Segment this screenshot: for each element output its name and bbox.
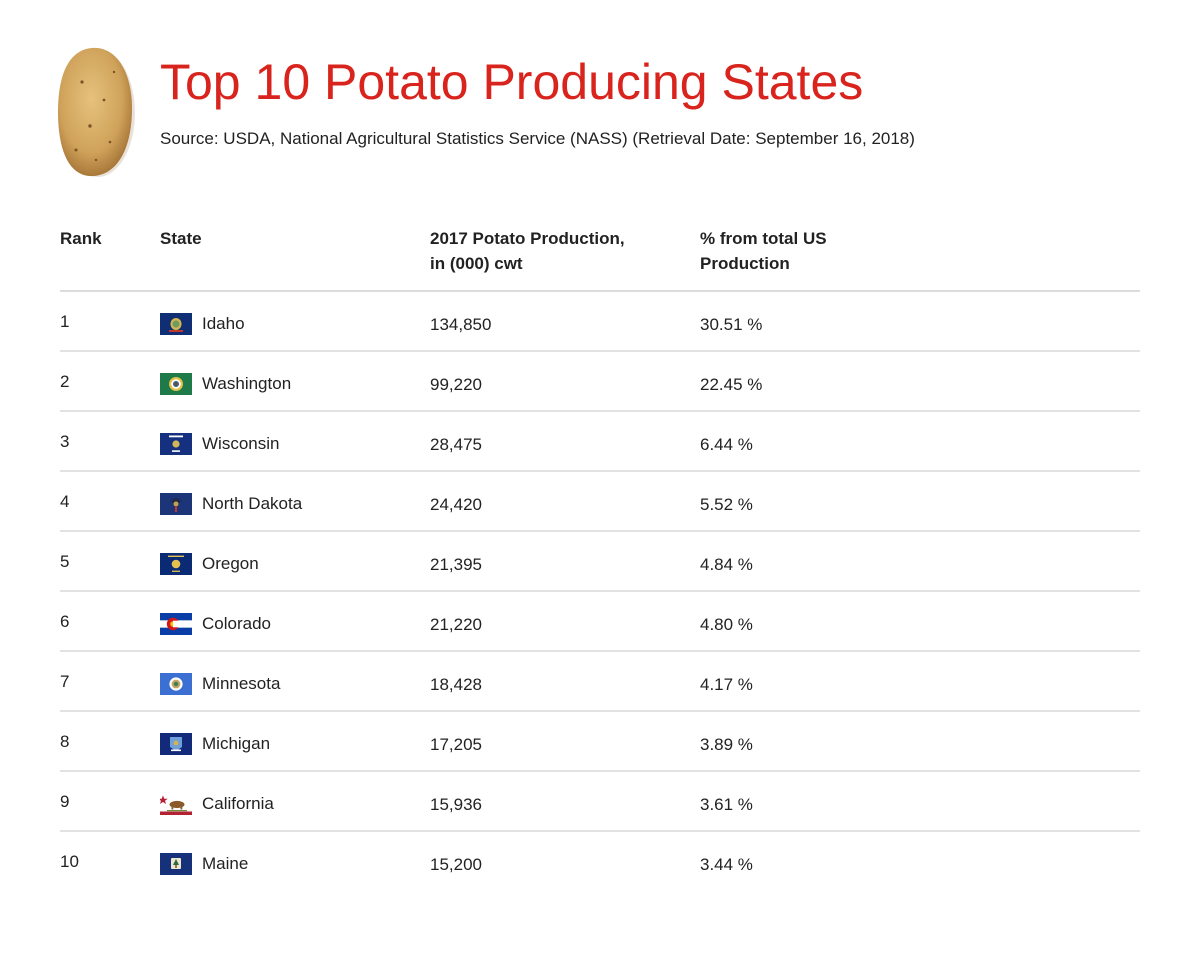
page-title: Top 10 Potato Producing States	[160, 54, 864, 110]
state-name: Oregon	[202, 554, 259, 573]
table-row: 2 Washington 99,220 22.45 %	[60, 352, 1140, 412]
percent-cell: 22.45 %	[700, 375, 763, 394]
state-cell: North Dakota	[160, 493, 302, 515]
column-header-percent: % from total US Production	[700, 229, 827, 273]
table-row: 1 Idaho 134,850 30.51 %	[60, 292, 1140, 352]
column-header-state: State	[160, 229, 202, 248]
state-cell: Washington	[160, 373, 291, 395]
percent-cell: 3.61 %	[700, 795, 753, 814]
state-cell: Oregon	[160, 553, 259, 575]
rank-cell: 2	[60, 372, 70, 391]
state-name: North Dakota	[202, 494, 303, 513]
source-note: Source: USDA, National Agricultural Stat…	[160, 129, 915, 148]
oregon-flag-icon	[160, 553, 192, 575]
production-cell: 134,850	[430, 315, 492, 334]
percent-cell: 6.44 %	[700, 435, 753, 454]
production-cell: 18,428	[430, 675, 482, 694]
state-cell: California	[160, 793, 274, 815]
table-row: 7 Minnesota 18,428 4.17 %	[60, 652, 1140, 712]
production-cell: 21,395	[430, 555, 482, 574]
state-name: Wisconsin	[202, 434, 280, 453]
washington-flag-icon	[160, 373, 192, 395]
state-cell: Minnesota	[160, 673, 280, 695]
table-row: 9 California 15,936 3.61 %	[60, 772, 1140, 832]
state-name: Washington	[202, 374, 292, 393]
production-cell: 99,220	[430, 375, 482, 394]
minnesota-flag-icon	[160, 673, 192, 695]
production-cell: 17,205	[430, 735, 482, 754]
north-dakota-flag-icon	[160, 493, 192, 515]
potato-icon	[58, 47, 135, 177]
production-cell: 21,220	[430, 615, 482, 634]
rank-cell: 5	[60, 552, 70, 571]
state-cell: Idaho	[160, 313, 245, 335]
state-name: Idaho	[202, 314, 245, 333]
rank-cell: 7	[60, 672, 70, 691]
state-cell: Wisconsin	[160, 433, 279, 455]
rank-cell: 8	[60, 732, 70, 751]
column-header-production: 2017 Potato Production, in (000) cwt	[430, 229, 625, 273]
percent-cell: 30.51 %	[700, 315, 763, 334]
production-cell: 24,420	[430, 495, 482, 514]
colorado-flag-icon	[160, 613, 192, 635]
table-row: 3 Wisconsin 28,475 6.44 %	[60, 412, 1140, 472]
percent-cell: 3.44 %	[700, 855, 753, 874]
state-name: Minnesota	[202, 674, 281, 693]
rank-cell: 10	[60, 852, 79, 871]
rank-cell: 3	[60, 432, 70, 451]
table-row: 8 Michigan 17,205 3.89 %	[60, 712, 1140, 772]
table-row: 6 Colorado 21,220 4.80 %	[60, 592, 1140, 652]
rank-cell: 9	[60, 792, 70, 811]
production-cell: 28,475	[430, 435, 482, 454]
rank-cell: 4	[60, 492, 70, 511]
state-cell: Maine	[160, 853, 248, 875]
wisconsin-flag-icon	[160, 433, 192, 455]
rank-cell: 6	[60, 612, 70, 631]
state-name: Michigan	[202, 734, 271, 753]
state-name: Maine	[202, 854, 249, 873]
table-row: 5 Oregon 21,395 4.84 %	[60, 532, 1140, 592]
data-table: Rank State 2017 Potato Production, in (0…	[60, 222, 1140, 890]
table-row: 4 North Dakota 24,420 5.52 %	[60, 472, 1140, 532]
percent-cell: 4.80 %	[700, 615, 753, 634]
percent-cell: 4.84 %	[700, 555, 753, 574]
state-cell: Michigan	[160, 733, 270, 755]
production-cell: 15,200	[430, 855, 482, 874]
production-cell: 15,936	[430, 795, 482, 814]
percent-cell: 4.17 %	[700, 675, 753, 694]
idaho-flag-icon	[160, 313, 192, 335]
column-header-rank: Rank	[60, 229, 102, 248]
maine-flag-icon	[160, 853, 192, 875]
state-name: Colorado	[202, 614, 271, 633]
percent-cell: 5.52 %	[700, 495, 753, 514]
table-header: Rank State 2017 Potato Production, in (0…	[60, 222, 1140, 292]
rank-cell: 1	[60, 312, 70, 331]
percent-cell: 3.89 %	[700, 735, 753, 754]
california-flag-icon	[160, 793, 192, 815]
table-body: 1 Idaho 134,850 30.51 % 2 Washington 99,220 22.…	[60, 292, 1140, 890]
state-name: California	[202, 794, 274, 813]
state-cell: Colorado	[160, 613, 271, 635]
table-row: 10 Maine 15,200 3.44 %	[60, 832, 1140, 890]
michigan-flag-icon	[160, 733, 192, 755]
